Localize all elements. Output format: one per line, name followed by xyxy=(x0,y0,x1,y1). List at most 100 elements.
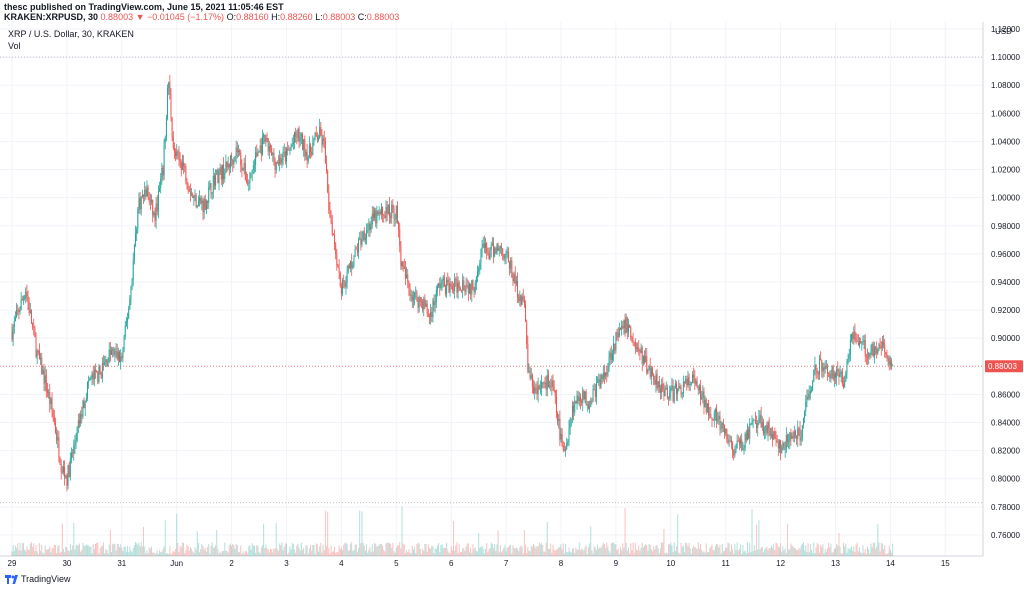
volume-bar xyxy=(130,550,132,556)
low-value: 0.88003 xyxy=(322,12,356,22)
candle-body xyxy=(732,443,734,451)
price-tick-label: 0.82000 xyxy=(991,447,1020,456)
candle-body xyxy=(168,82,170,89)
candle-body xyxy=(459,287,461,290)
volume-bar xyxy=(892,543,894,556)
volume-bar xyxy=(796,549,798,556)
candle-body xyxy=(312,142,314,156)
volume-bar xyxy=(649,544,651,556)
candle-body xyxy=(639,351,641,353)
candle-body xyxy=(734,451,736,456)
candle-body xyxy=(17,309,19,311)
candle-body xyxy=(593,389,595,391)
brand-text: TradingView xyxy=(21,574,71,584)
currency-label: USD xyxy=(995,27,1012,36)
candle-body xyxy=(873,346,875,357)
candle-body xyxy=(559,418,561,440)
candle-body xyxy=(81,414,83,417)
volume-bar xyxy=(383,549,385,556)
volume-bar xyxy=(256,545,258,556)
volume-bar xyxy=(193,552,195,556)
footer-brand[interactable]: TradingView xyxy=(5,574,71,584)
volume-bar xyxy=(504,544,506,556)
volume-bar xyxy=(306,545,308,556)
volume-bar xyxy=(26,546,28,556)
volume-bar xyxy=(411,545,413,556)
volume-bar xyxy=(88,545,90,556)
volume-bar xyxy=(403,544,405,556)
volume-bar xyxy=(459,551,461,556)
candle-body xyxy=(193,195,195,199)
candle-body xyxy=(310,144,312,153)
candle-body xyxy=(120,356,122,363)
volume-bar xyxy=(605,548,607,556)
candle-body xyxy=(18,310,20,313)
volume-bar xyxy=(343,544,345,556)
candle-body xyxy=(149,201,151,202)
candle-body xyxy=(106,359,108,367)
volume-bar xyxy=(12,544,14,556)
volume-bar xyxy=(538,542,540,556)
volume-bar xyxy=(583,550,585,556)
volume-bar xyxy=(483,553,485,556)
volume-bar xyxy=(135,542,137,556)
candle-body xyxy=(370,224,372,230)
time-tick-label: 29 xyxy=(8,559,17,568)
volume-bar xyxy=(809,544,811,556)
volume-bar xyxy=(785,552,787,556)
candle-body xyxy=(753,419,755,421)
volume-bar xyxy=(85,544,87,556)
candle-body xyxy=(244,162,246,180)
candle-body xyxy=(184,166,186,167)
volume-bar xyxy=(424,543,426,556)
volume-bar xyxy=(153,552,155,556)
volume-bar xyxy=(356,552,358,556)
candle-body xyxy=(237,150,239,153)
candle-body xyxy=(865,355,867,357)
candle-body xyxy=(112,349,114,351)
volume-bar xyxy=(36,551,38,556)
volume-bar xyxy=(880,542,882,556)
candle-body xyxy=(801,425,803,438)
volume-bar xyxy=(65,546,67,556)
candle-body xyxy=(820,358,822,360)
candle-body xyxy=(420,301,422,303)
volume-bar xyxy=(489,547,491,556)
candle-body xyxy=(567,441,569,443)
candle-body xyxy=(534,387,536,393)
volume-bar xyxy=(573,548,575,556)
volume-bar xyxy=(872,542,874,556)
candle-body xyxy=(440,284,442,289)
candle-body xyxy=(117,351,119,360)
volume-bar xyxy=(189,547,191,556)
volume-bar xyxy=(27,549,29,556)
volume-bar xyxy=(502,550,504,556)
volume-bar xyxy=(774,549,776,556)
candle-body xyxy=(302,134,304,150)
volume-bar xyxy=(122,551,124,556)
candle-body xyxy=(335,244,337,254)
candle-body xyxy=(837,369,839,372)
volume-bar xyxy=(711,544,713,556)
candle-body xyxy=(407,274,409,282)
candle-body xyxy=(700,386,702,400)
price-chart[interactable]: 1.120001.100001.080001.060001.040001.020… xyxy=(0,22,1024,574)
volume-bar xyxy=(614,544,616,556)
volume-bar xyxy=(481,545,483,556)
volume-bar xyxy=(40,550,42,556)
volume-bar xyxy=(170,553,172,556)
candle-body xyxy=(322,138,324,145)
candle-body xyxy=(523,299,525,305)
volume-bar xyxy=(418,543,420,556)
volume-label: Vol xyxy=(8,41,21,51)
volume-bar xyxy=(404,553,406,556)
volume-bar xyxy=(318,551,320,556)
volume-bar xyxy=(172,551,174,556)
time-tick-label: 13 xyxy=(831,559,840,568)
volume-bar xyxy=(611,542,613,556)
volume-bar xyxy=(517,548,519,556)
candle-body xyxy=(160,178,162,189)
volume-bar xyxy=(470,547,472,556)
candle-body xyxy=(742,449,744,451)
volume-bar xyxy=(194,547,196,556)
